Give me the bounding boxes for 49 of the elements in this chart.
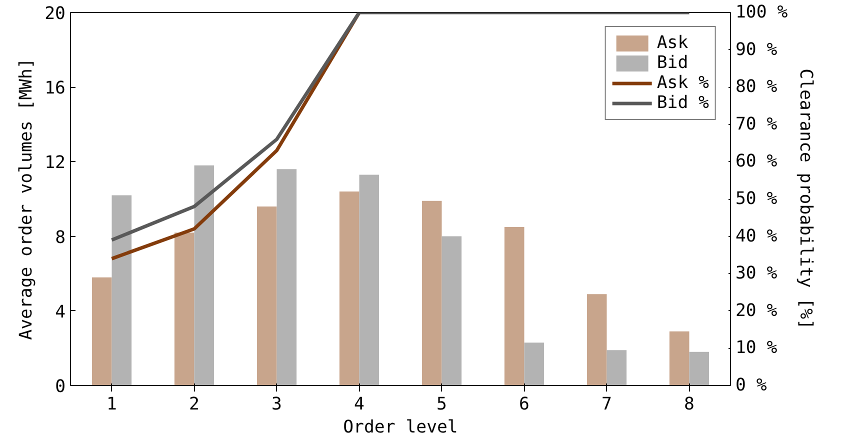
bar [606, 350, 627, 386]
bar [504, 226, 524, 386]
x-tick-label: 2 [189, 394, 200, 414]
x-tick-label: 4 [354, 394, 364, 414]
y2-tick-label: 100 % [736, 2, 788, 22]
y2-tick-label: 90 % [736, 40, 778, 60]
bar [689, 352, 710, 386]
bar [256, 206, 277, 386]
bar [586, 294, 607, 386]
y2-tick-label: 80 % [736, 77, 778, 98]
bar [359, 174, 380, 386]
y2-tick-label: 20 % [736, 300, 778, 321]
x-tick-label: 3 [272, 394, 282, 414]
y-tick-label: 12 [44, 153, 66, 174]
bar [442, 236, 462, 386]
y2-tick-label: 70 % [736, 114, 778, 134]
bar [276, 169, 297, 386]
legend-label: Bid [656, 53, 688, 73]
y-tick-label: 20 [44, 4, 66, 24]
y2-tick-label: 40 % [736, 226, 778, 246]
legend-label: Ask [656, 33, 688, 53]
bar [92, 277, 112, 386]
y-tick-label: 8 [55, 228, 66, 248]
y2-tick-label: 10 % [736, 338, 778, 358]
y-tick-label: 16 [44, 78, 66, 99]
bar [174, 232, 194, 386]
bar [422, 200, 442, 386]
bar [194, 165, 214, 386]
legend-label: Ask % [656, 73, 709, 93]
y-tick-label: 4 [55, 302, 66, 322]
y2-tick-label: 30 % [736, 264, 778, 284]
y2-tick-label: 60 % [736, 152, 778, 172]
bar [669, 331, 690, 386]
legend-label: Bid % [656, 93, 709, 113]
x-tick-label: 7 [602, 394, 612, 414]
x-tick-label: 6 [519, 394, 530, 414]
bar [112, 195, 132, 386]
line-series [110, 12, 691, 242]
bar [339, 192, 360, 386]
y-axis-title: Average order volumes [MWh] [16, 58, 37, 340]
y2-tick-label: 50 % [736, 189, 778, 209]
x-tick-label: 8 [684, 394, 694, 414]
y-tick-label: 0 [55, 377, 66, 397]
x-axis-title: Order level [343, 418, 458, 438]
bar [524, 342, 544, 386]
x-tick-label: 1 [106, 394, 117, 414]
y2-tick-label: 0 % [736, 376, 768, 396]
y2-axis-title: Clearance probability [%] [796, 68, 816, 330]
x-tick-label: 5 [436, 394, 447, 414]
